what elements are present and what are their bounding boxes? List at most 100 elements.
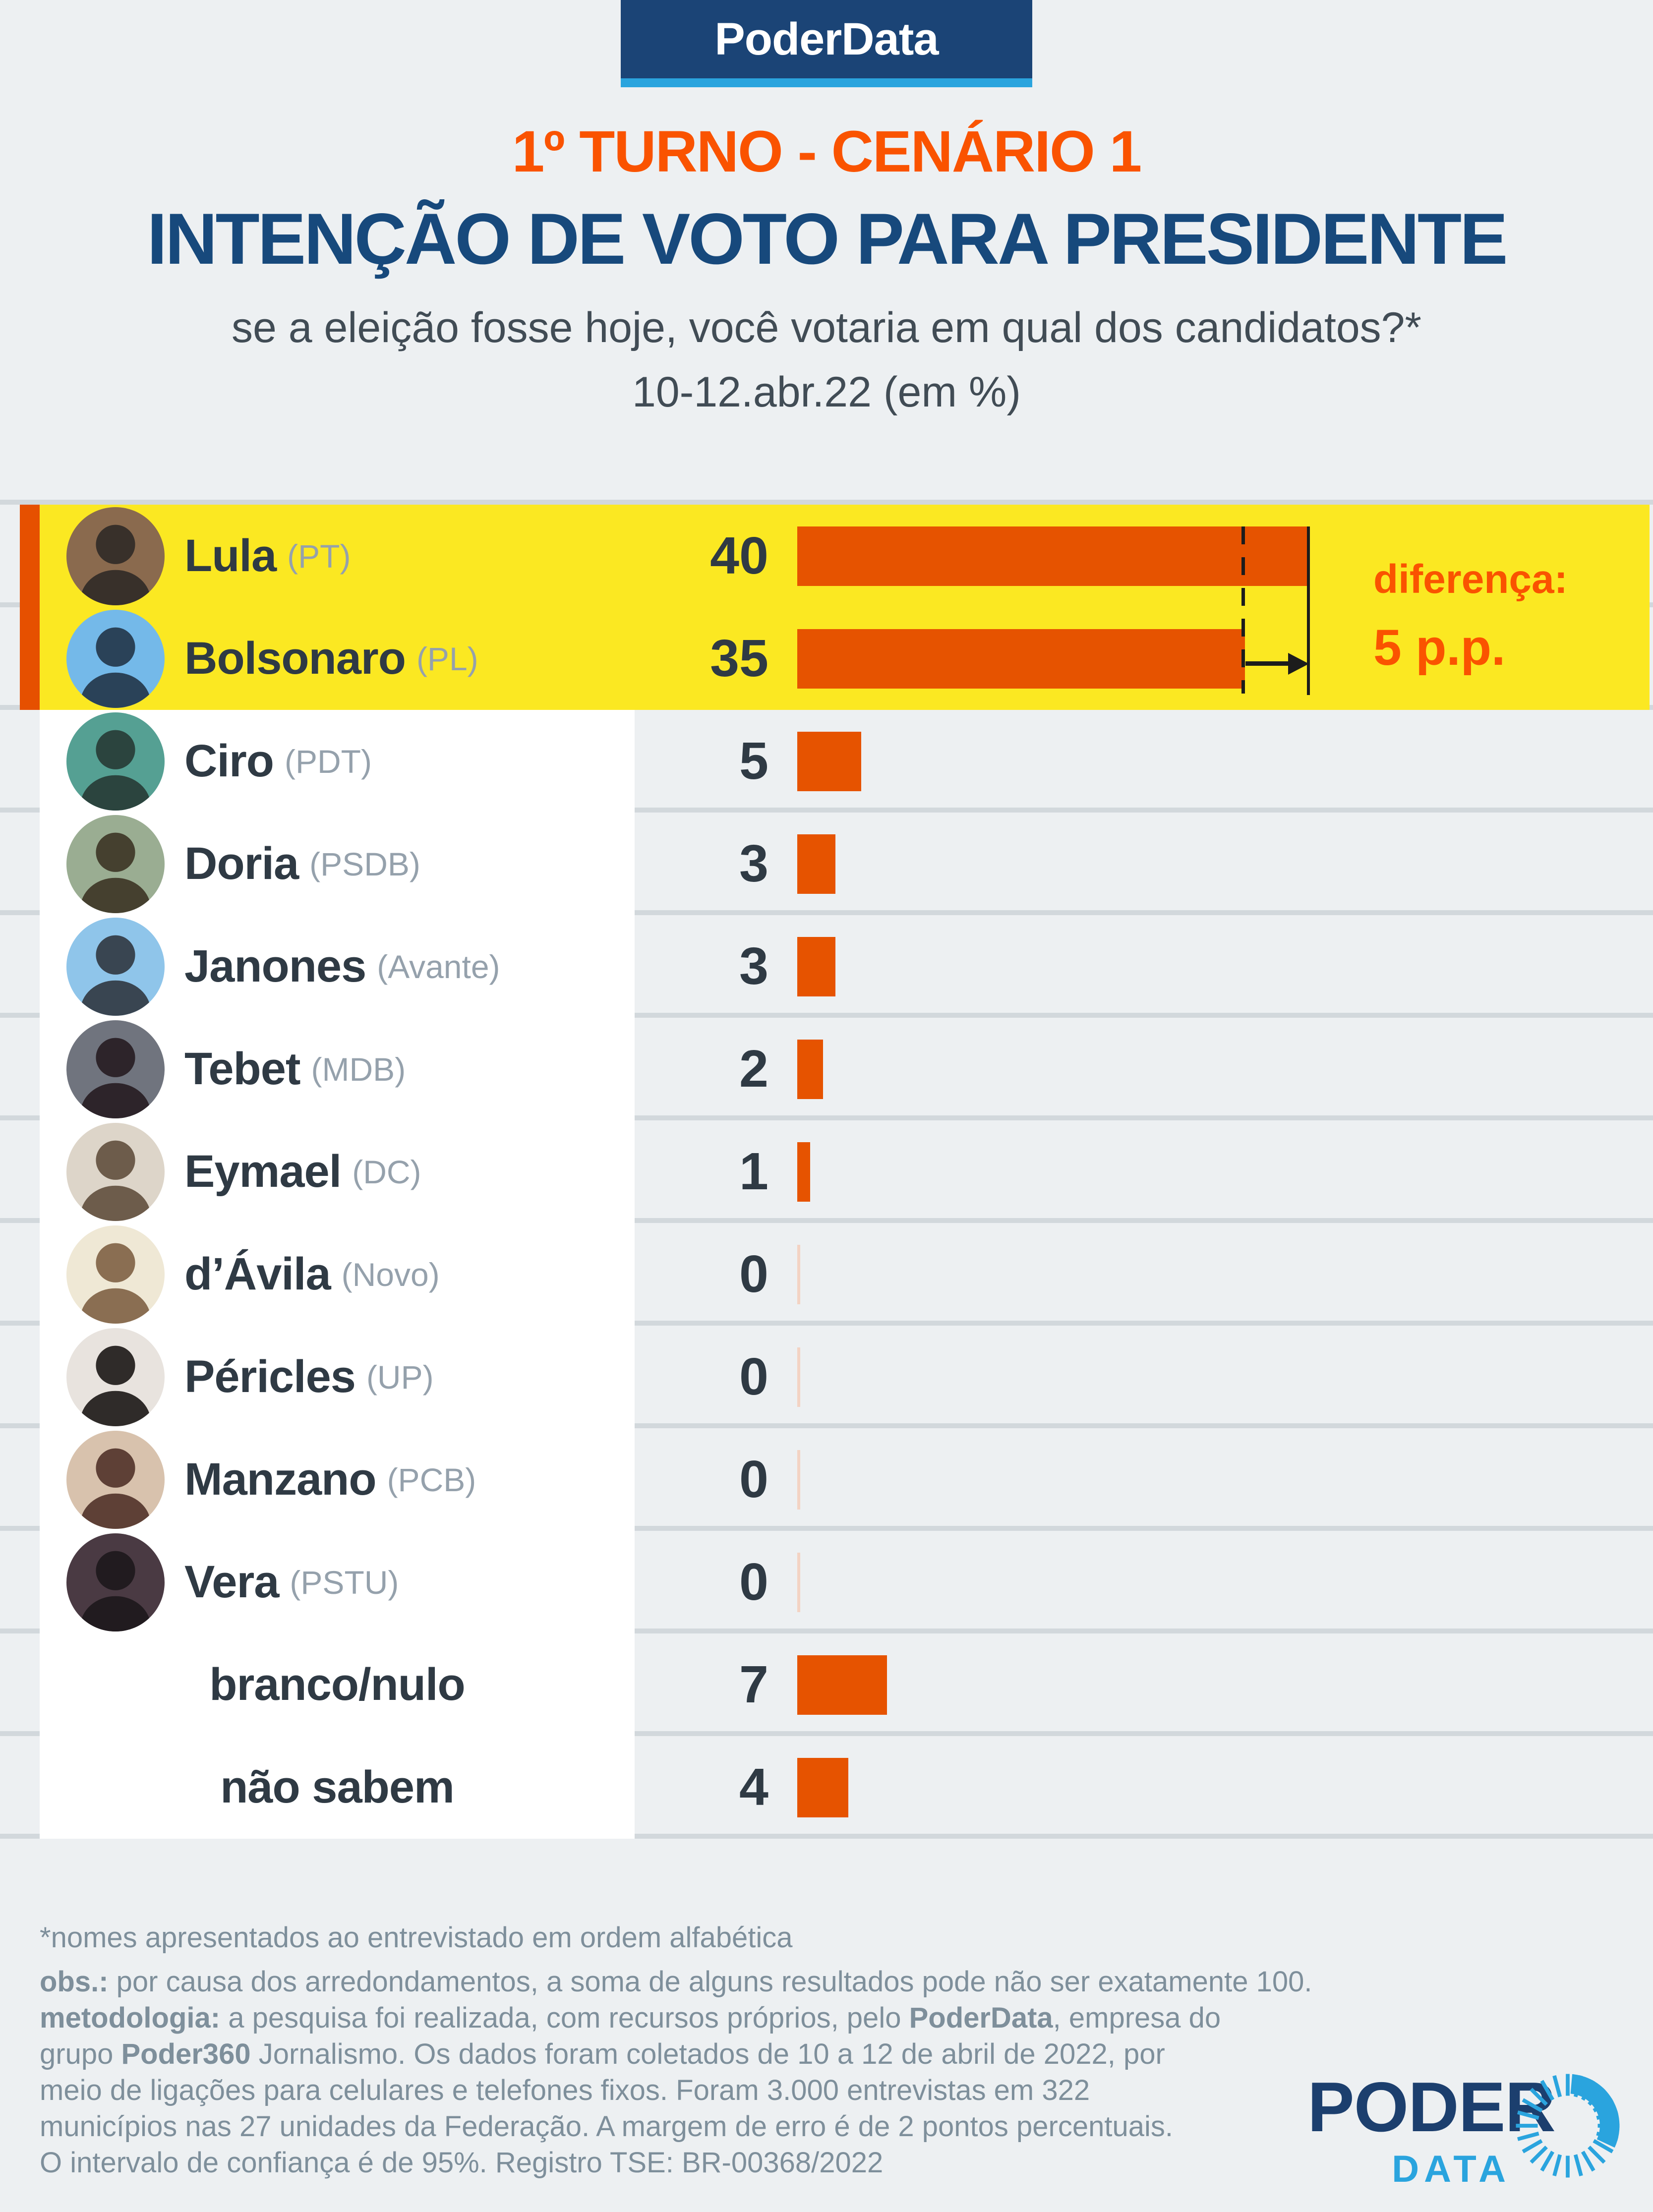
candidate-row: d’Ávila (Novo) 0 (0, 1223, 1653, 1326)
candidate-rows: Lula (PT) 40 Bolsonaro (PL) 35 (0, 500, 1653, 1839)
candidate-value: 1 (739, 1142, 768, 1201)
footnote-line: grupo Poder360 Jornalismo. Os dados fora… (40, 2038, 1165, 2070)
row-card (40, 1633, 635, 1736)
candidate-party: (UP) (366, 1358, 434, 1396)
value-bar (797, 1553, 800, 1612)
footnotes: *nomes apresentados ao entrevistado em o… (40, 1920, 1312, 2181)
candidate-row: Eymael (DC) 1 (0, 1120, 1653, 1223)
value-bar (797, 1245, 800, 1304)
candidate-party: (PDT) (285, 743, 372, 780)
candidate-value: 2 (739, 1040, 768, 1098)
candidate-row: Tebet (MDB) 2 (0, 1018, 1653, 1120)
candidate-row: Péricles (UP) 0 (0, 1326, 1653, 1428)
candidate-name: Doria (184, 838, 299, 889)
candidate-label: Lula (PT) (184, 505, 351, 607)
value-bar (797, 1450, 800, 1510)
footnote-line: O intervalo de confiança é de 95%. Regis… (40, 2147, 884, 2179)
candidate-row: Manzano (PCB) 0 (0, 1428, 1653, 1531)
brand-banner: PoderData (621, 0, 1032, 78)
candidate-row: Ciro (PDT) 5 (0, 710, 1653, 813)
candidate-avatar (66, 507, 165, 605)
footnote-line: metodologia: a pesquisa foi realizada, c… (40, 2002, 1221, 2034)
poderdata-logo: PODER DATA (1307, 2068, 1556, 2191)
candidate-name: Eymael (184, 1146, 342, 1197)
candidate-value: 40 (710, 526, 768, 585)
candidate-name: Janones (184, 941, 366, 991)
candidate-name: Vera (184, 1557, 279, 1607)
value-bar (797, 1040, 823, 1099)
candidate-name: não sabem (220, 1762, 455, 1812)
candidate-row: Lula (PT) 40 (0, 505, 1653, 607)
candidate-party: (Avante) (377, 948, 500, 985)
value-bar (797, 1347, 800, 1407)
brand-banner-underline (621, 78, 1032, 87)
candidate-value: 3 (739, 834, 768, 893)
value-bar (797, 834, 835, 894)
candidate-label: Ciro (PDT) (184, 710, 372, 813)
candidate-name: Bolsonaro (184, 633, 406, 684)
candidate-avatar (66, 918, 165, 1016)
candidate-avatar (66, 1533, 165, 1631)
candidate-party: (PL) (416, 640, 478, 677)
candidate-label: branco/nulo (40, 1633, 635, 1736)
candidate-row: Vera (PSTU) 0 (0, 1531, 1653, 1633)
reference-solid-line (1307, 526, 1310, 695)
candidate-value: 5 (739, 732, 768, 790)
candidate-party: (Novo) (341, 1256, 440, 1293)
candidate-value: 35 (710, 629, 768, 688)
difference-label: diferença: (1373, 557, 1568, 602)
logo-text-data: DATA (1392, 2148, 1511, 2190)
row-card (40, 1736, 635, 1839)
candidate-avatar (66, 1431, 165, 1529)
footnote-line: *nomes apresentados ao entrevistado em o… (40, 1921, 793, 1954)
candidate-party: (MDB) (311, 1050, 406, 1088)
reference-dashed-line (1241, 526, 1245, 694)
candidate-label: Manzano (PCB) (184, 1428, 476, 1531)
difference-arrow-head-icon (1288, 653, 1309, 675)
candidate-name: branco/nulo (209, 1659, 465, 1710)
candidate-avatar (66, 815, 165, 913)
candidate-label: d’Ávila (Novo) (184, 1223, 440, 1326)
footnote-line: municípios nas 27 unidades da Federação.… (40, 2110, 1173, 2143)
difference-arrow (1245, 661, 1290, 666)
candidate-value: 0 (739, 1245, 768, 1303)
value-bar (797, 1758, 848, 1817)
candidate-name: d’Ávila (184, 1249, 331, 1299)
candidate-label: Tebet (MDB) (184, 1018, 406, 1120)
candidate-name: Manzano (184, 1454, 377, 1505)
candidate-label: Bolsonaro (PL) (184, 607, 478, 710)
candidate-value: 3 (739, 937, 768, 995)
poll-bar-chart: Lula (PT) 40 Bolsonaro (PL) 35 (0, 500, 1653, 1839)
candidate-party: (PT) (287, 537, 351, 575)
value-bar (797, 526, 1309, 586)
candidate-name: Lula (184, 530, 277, 581)
footnote-line: meio de ligações para celulares e telefo… (40, 2074, 1090, 2106)
scenario-heading: 1º TURNO - CENÁRIO 1 (512, 119, 1142, 184)
candidate-label: Eymael (DC) (184, 1120, 421, 1223)
candidate-row: Bolsonaro (PL) 35 (0, 607, 1653, 710)
value-bar (797, 1655, 887, 1715)
candidate-name: Tebet (184, 1044, 301, 1094)
candidate-party: (PCB) (387, 1461, 476, 1498)
brand-name: PoderData (714, 13, 939, 64)
candidate-name: Péricles (184, 1351, 356, 1402)
candidate-label: Janones (Avante) (184, 915, 500, 1018)
candidate-value: 0 (739, 1450, 768, 1509)
candidate-avatar (66, 1020, 165, 1118)
highlight-stripe (20, 505, 40, 607)
value-bar (797, 937, 835, 996)
candidate-value: 0 (739, 1553, 768, 1611)
candidate-avatar (66, 1225, 165, 1324)
candidate-avatar (66, 610, 165, 708)
candidate-label: Doria (PSDB) (184, 813, 420, 915)
logo-text-poder: PODER (1307, 2068, 1556, 2147)
candidate-avatar (66, 712, 165, 811)
candidate-value: 4 (739, 1758, 768, 1816)
survey-period: 10-12.abr.22 (em %) (632, 368, 1021, 416)
candidate-label: Péricles (UP) (184, 1326, 434, 1428)
value-bar (797, 1142, 810, 1202)
candidate-name: Ciro (184, 736, 274, 786)
candidate-row: Doria (PSDB) 3 (0, 813, 1653, 915)
highlight-stripe (20, 607, 40, 710)
